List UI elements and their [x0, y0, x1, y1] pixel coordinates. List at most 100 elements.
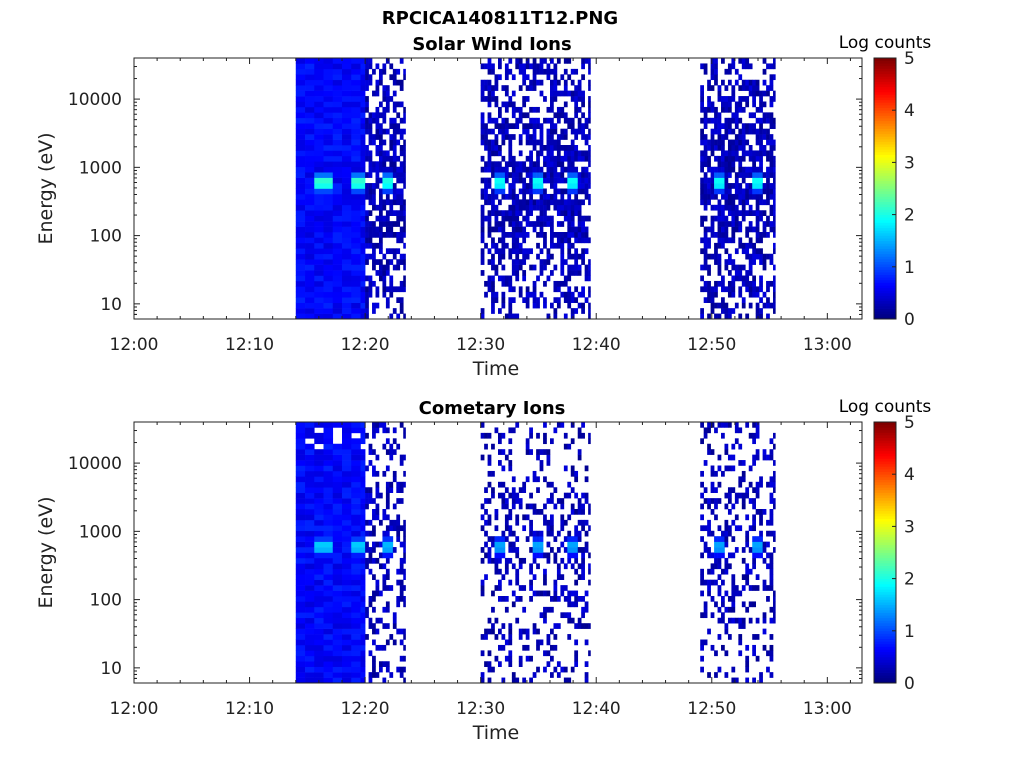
- spectrogram-cell: [731, 161, 736, 168]
- spectrogram-cell: [375, 259, 380, 265]
- spectrogram-cell: [766, 650, 770, 657]
- spectrogram-cell: [532, 145, 537, 151]
- spectrogram-cell: [570, 204, 575, 211]
- spectrogram-cell: [581, 183, 585, 189]
- spectrogram-cell: [762, 264, 767, 271]
- spectrogram-cell: [323, 585, 334, 591]
- spectrogram-cell: [365, 530, 369, 537]
- spectrogram-cell: [314, 585, 324, 591]
- colorbar-segment: [874, 612, 896, 616]
- spectrogram-cell: [480, 585, 485, 591]
- colorbar-segment: [874, 518, 896, 522]
- figure-title: RPCICA140811T12.PNG: [382, 8, 618, 29]
- spectrogram-cell: [563, 291, 568, 298]
- spectrogram-cell: [550, 90, 554, 97]
- spectrogram-cell: [748, 123, 753, 129]
- spectrogram-cell: [518, 487, 523, 493]
- colorbar-segment: [874, 86, 896, 90]
- spectrogram-cell: [543, 519, 547, 526]
- spectrogram-cell: [498, 552, 502, 559]
- spectrogram-cell: [332, 210, 343, 216]
- spectrogram-cell: [314, 574, 324, 580]
- spectrogram-cell: [323, 90, 334, 97]
- colorbar-segment: [874, 521, 896, 525]
- spectrogram-cell: [305, 193, 315, 200]
- spectrogram-cell: [372, 465, 376, 472]
- spectrogram-cell: [332, 270, 343, 276]
- spectrogram-cell: [525, 74, 530, 81]
- spectrogram-cell: [724, 150, 729, 157]
- spectrogram-cell: [759, 280, 763, 287]
- colorbar-segment: [874, 536, 896, 540]
- spectrogram-cell: [501, 242, 506, 249]
- spectrogram-cell: [504, 275, 509, 282]
- spectrogram-cell: [314, 634, 324, 640]
- spectrogram-cell: [731, 193, 736, 200]
- spectrogram-cell: [570, 226, 575, 233]
- spectrogram-cell: [703, 134, 708, 140]
- spectrogram-cell: [332, 590, 343, 597]
- spectrogram-cell: [491, 204, 495, 211]
- spectrogram-cell: [305, 530, 315, 537]
- spectrogram-cell: [529, 248, 533, 255]
- spectrogram-cell: [511, 106, 516, 113]
- spectrogram-cell: [372, 574, 376, 580]
- spectrogram-cell: [323, 166, 334, 173]
- spectrogram-cell: [567, 248, 572, 255]
- spectrogram-cell: [577, 117, 582, 124]
- spectrogram-cell: [550, 150, 554, 157]
- spectrogram-cell: [738, 134, 743, 140]
- spectrogram-cell: [710, 568, 715, 575]
- spectrogram-cell: [385, 541, 390, 548]
- spectrogram-cell: [385, 530, 390, 537]
- spectrogram-cell: [773, 547, 776, 553]
- spectrogram-cell: [546, 128, 551, 135]
- spectrogram-cell: [332, 291, 343, 298]
- colorbar-segment: [874, 654, 896, 658]
- spectrogram-cell: [403, 634, 406, 640]
- spectrogram-cell: [305, 487, 315, 493]
- spectrogram-cell: [399, 193, 404, 200]
- data-block: [700, 58, 776, 320]
- spectrogram-cell: [399, 454, 404, 461]
- spectrogram-cell: [491, 628, 495, 635]
- spectrogram-cell: [498, 199, 502, 206]
- spectrogram-cell: [563, 596, 568, 602]
- spectrogram-cell: [351, 465, 361, 472]
- spectrogram-cell: [365, 498, 369, 504]
- spectrogram-cell: [375, 145, 380, 151]
- colorbar-segment: [874, 97, 896, 101]
- spectrogram-cell: [727, 150, 732, 157]
- spectrogram-cell: [769, 74, 774, 81]
- spectrogram-cell: [731, 519, 736, 526]
- spectrogram-cell: [396, 514, 401, 521]
- spectrogram-cell: [748, 90, 753, 97]
- spectrogram-cell: [491, 188, 495, 195]
- spectrogram-cell: [522, 161, 527, 168]
- colorbar-segment: [874, 497, 896, 501]
- spectrogram-cell: [560, 106, 565, 113]
- colorbar-segment: [874, 118, 896, 122]
- spectrogram-cell: [305, 253, 315, 260]
- spectrogram-cell: [734, 139, 739, 146]
- spectrogram-cell: [759, 155, 763, 162]
- spectrogram-cell: [539, 547, 544, 553]
- spectrogram-cell: [323, 291, 334, 298]
- spectrogram-cell: [375, 617, 380, 624]
- spectrogram-cell: [717, 585, 722, 591]
- spectrogram-cell: [518, 248, 523, 255]
- spectrogram-cell: [332, 112, 343, 119]
- spectrogram-cell: [382, 422, 387, 428]
- spectrogram-cell: [731, 210, 736, 216]
- spectrogram-cell: [323, 612, 334, 619]
- spectrogram-cell: [738, 492, 743, 499]
- spectrogram-cell: [314, 590, 324, 597]
- spectrogram-cell: [399, 525, 404, 532]
- spectrogram-cell: [525, 634, 530, 640]
- spectrogram-cell: [741, 134, 746, 140]
- spectrogram-cell: [567, 199, 572, 206]
- spectrogram-cell: [511, 193, 516, 200]
- spectrogram-cell: [532, 302, 537, 309]
- spectrogram-cell: [295, 541, 306, 548]
- spectrogram-cell: [403, 172, 406, 178]
